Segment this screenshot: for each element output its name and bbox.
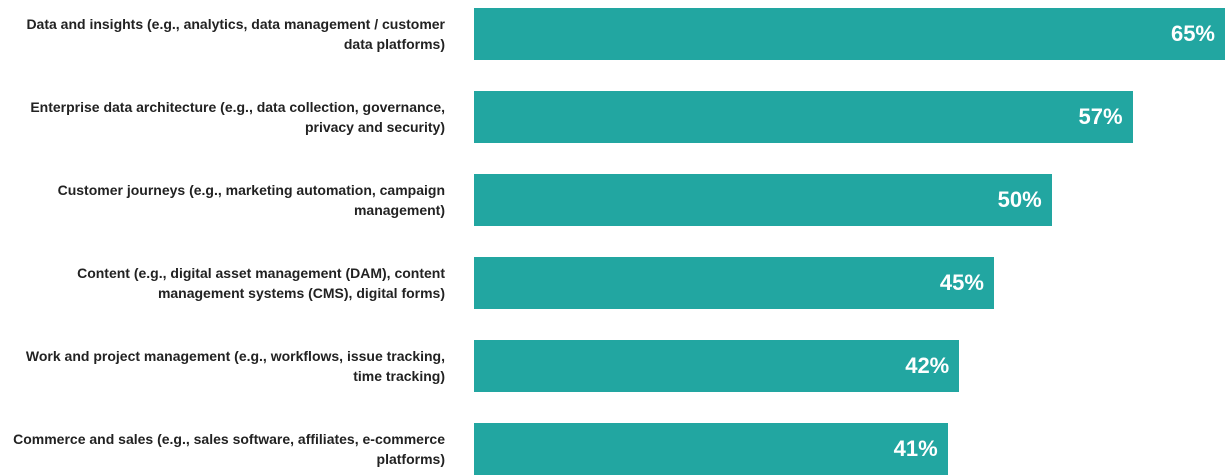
value-label: 41% — [893, 436, 938, 461]
bar: 65% — [474, 8, 1225, 60]
bar: 41% — [474, 423, 948, 475]
category-label: Work and project management (e.g., workf… — [25, 348, 445, 384]
category-label: Commerce and sales (e.g., sales software… — [13, 431, 445, 467]
bar: 50% — [474, 174, 1052, 226]
value-label: 65% — [1170, 21, 1215, 46]
category-label: Content (e.g., digital asset management … — [77, 265, 445, 301]
bar: 42% — [474, 340, 960, 392]
value-label: 42% — [905, 353, 950, 378]
category-label: Data and insights (e.g., analytics, data… — [26, 16, 445, 52]
value-label: 45% — [939, 270, 984, 295]
bar: 45% — [474, 257, 994, 309]
value-label: 57% — [1078, 104, 1123, 129]
category-label: Customer journeys (e.g., marketing autom… — [57, 182, 445, 218]
category-label: Enterprise data architecture (e.g., data… — [30, 99, 445, 135]
bar: 57% — [474, 91, 1133, 143]
value-label: 50% — [997, 187, 1042, 212]
